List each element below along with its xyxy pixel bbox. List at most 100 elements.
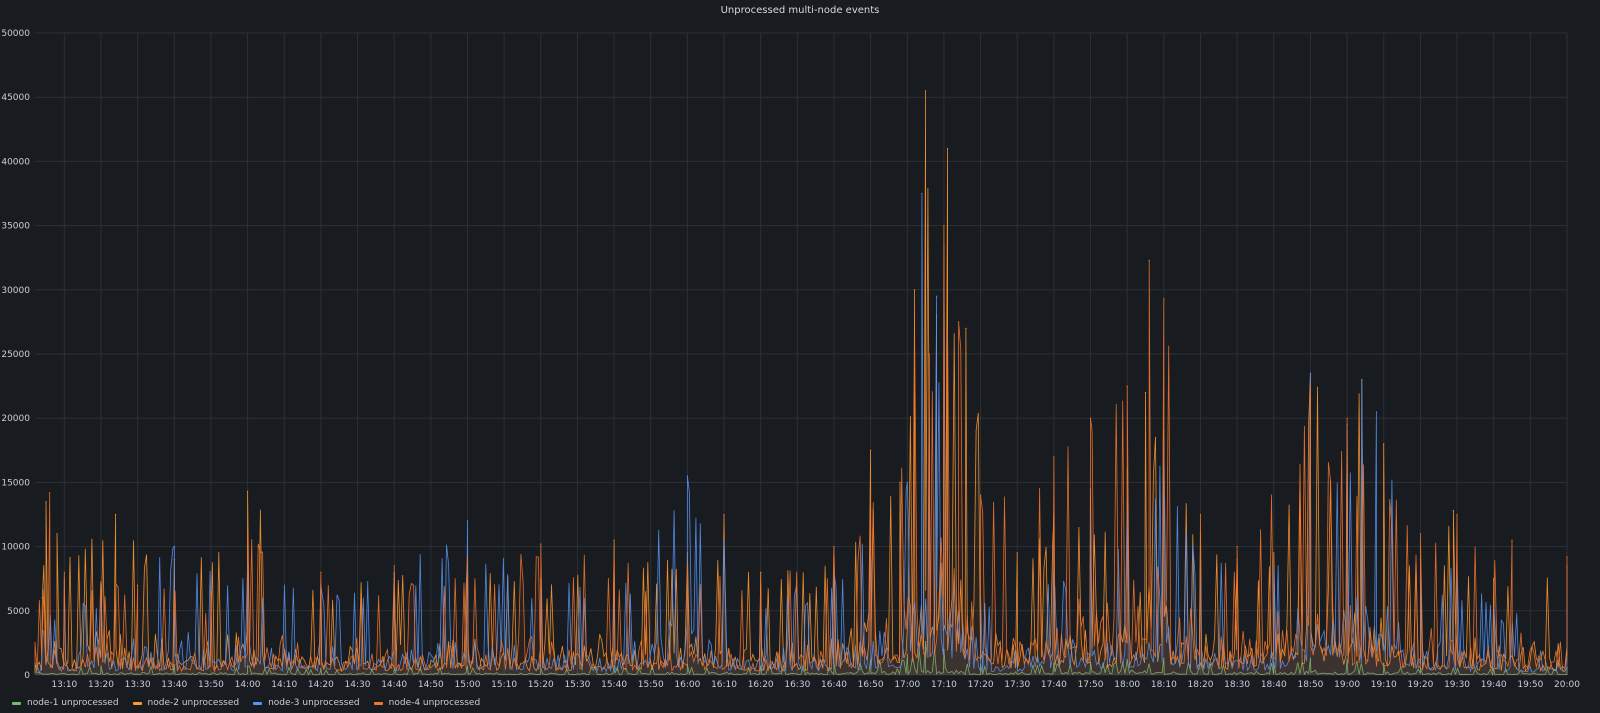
legend: node-1 unprocessed node-2 unprocessed node…	[12, 697, 480, 709]
data-point	[393, 565, 395, 567]
data-point	[100, 665, 102, 667]
data-point	[1419, 666, 1421, 668]
legend-label: node-3 unprocessed	[268, 698, 360, 708]
data-point	[540, 543, 542, 545]
x-tick-label: 19:10	[1371, 680, 1397, 690]
data-point	[943, 225, 945, 227]
x-tick-label: 14:20	[308, 680, 334, 690]
y-tick-label: 30000	[1, 286, 30, 296]
data-point	[1346, 417, 1348, 419]
data-point	[34, 642, 36, 644]
data-point	[1419, 533, 1421, 535]
series-layer	[34, 90, 1568, 677]
data-point	[686, 565, 689, 567]
data-point	[137, 584, 139, 586]
legend-swatch	[373, 701, 383, 705]
x-tick-label: 14:50	[418, 680, 444, 690]
data-point	[760, 584, 762, 586]
data-point	[613, 539, 615, 541]
data-point	[320, 571, 322, 573]
series-area-3	[35, 193, 1567, 675]
data-point	[320, 668, 322, 670]
x-tick-label: 14:10	[271, 680, 297, 690]
data-point	[928, 353, 930, 355]
x-tick-label: 15:40	[601, 680, 627, 690]
legend-label: node-1 unprocessed	[27, 698, 119, 708]
data-point	[980, 494, 982, 496]
legend-item[interactable]: node-3 unprocessed	[253, 698, 360, 708]
data-point	[49, 492, 51, 494]
data-point	[1016, 552, 1018, 554]
data-point	[56, 533, 58, 535]
data-point	[899, 481, 901, 483]
data-point	[958, 321, 960, 323]
data-point	[1309, 372, 1311, 374]
series-line-4	[34, 225, 1568, 673]
data-point	[1053, 456, 1055, 458]
x-tick-label: 15:20	[528, 680, 554, 690]
data-point	[925, 641, 927, 643]
data-point	[1309, 385, 1311, 387]
data-point	[723, 513, 725, 516]
data-point	[833, 546, 835, 548]
data-point	[906, 653, 908, 656]
data-point	[1383, 662, 1385, 665]
data-point	[45, 501, 47, 503]
legend-label: node-4 unprocessed	[388, 698, 481, 708]
y-tick-label: 35000	[1, 222, 30, 232]
legend-item[interactable]: node-2 unprocessed	[132, 698, 239, 708]
data-point	[1383, 443, 1385, 445]
data-point	[1566, 556, 1568, 558]
x-tick-label: 17:10	[931, 680, 957, 690]
y-tick-label: 40000	[1, 157, 30, 167]
x-tick-label: 16:30	[784, 680, 810, 690]
data-point	[1126, 385, 1128, 387]
y-tick-label: 5000	[7, 607, 30, 617]
data-point	[760, 571, 762, 573]
x-tick-label: 18:30	[1224, 680, 1250, 690]
legend-swatch	[12, 701, 21, 705]
y-tick-label: 10000	[1, 543, 30, 553]
x-tick-label: 15:50	[638, 680, 664, 690]
x-tick-label: 17:40	[1041, 680, 1067, 690]
chart-title: Unprocessed multi-node events	[720, 5, 880, 16]
x-tick-label: 19:00	[1334, 680, 1360, 690]
x-tick-label: 19:50	[1517, 680, 1543, 690]
data-point	[210, 590, 212, 593]
legend-item[interactable]: node-4 unprocessed	[373, 698, 481, 708]
x-tick-label: 16:10	[711, 680, 737, 690]
y-tick-label: 50000	[1, 29, 30, 39]
x-tick-label: 15:30	[564, 680, 590, 690]
data-point	[914, 340, 916, 342]
data-point	[1126, 659, 1128, 661]
data-point	[1511, 539, 1513, 541]
data-point	[247, 665, 249, 667]
x-tick-label: 16:20	[748, 680, 774, 690]
x-tick-label: 15:00	[455, 680, 481, 690]
x-tick-label: 13:30	[125, 680, 151, 690]
legend-swatch	[132, 701, 142, 705]
data-point	[1236, 546, 1238, 548]
data-point	[1148, 259, 1150, 261]
data-point	[870, 449, 872, 451]
data-point	[1361, 379, 1363, 381]
data-point	[466, 520, 469, 522]
y-tick-label: 25000	[1, 350, 30, 360]
x-tick-label: 13:50	[198, 680, 224, 690]
x-tick-label: 18:50	[1297, 680, 1323, 690]
data-point	[1163, 657, 1165, 659]
data-point	[1375, 411, 1377, 413]
x-tick-label: 15:10	[491, 680, 517, 690]
chart-plot[interactable]: 0 5000 10000 15000 20000 25000 30000 35000 40000…	[0, 0, 1600, 695]
data-point	[247, 490, 249, 492]
data-point	[760, 665, 762, 667]
x-axis: 13:10 13:20 13:30 13:40 13:50 14:00 14:10 14:20…	[51, 680, 1580, 690]
x-tick-label: 19:30	[1444, 680, 1470, 690]
x-tick-label: 17:00	[894, 680, 920, 690]
data-point	[1456, 513, 1458, 516]
legend-item[interactable]: node-1 unprocessed	[12, 698, 119, 708]
data-point	[247, 533, 249, 535]
data-point	[1309, 657, 1311, 659]
data-point	[466, 665, 469, 667]
